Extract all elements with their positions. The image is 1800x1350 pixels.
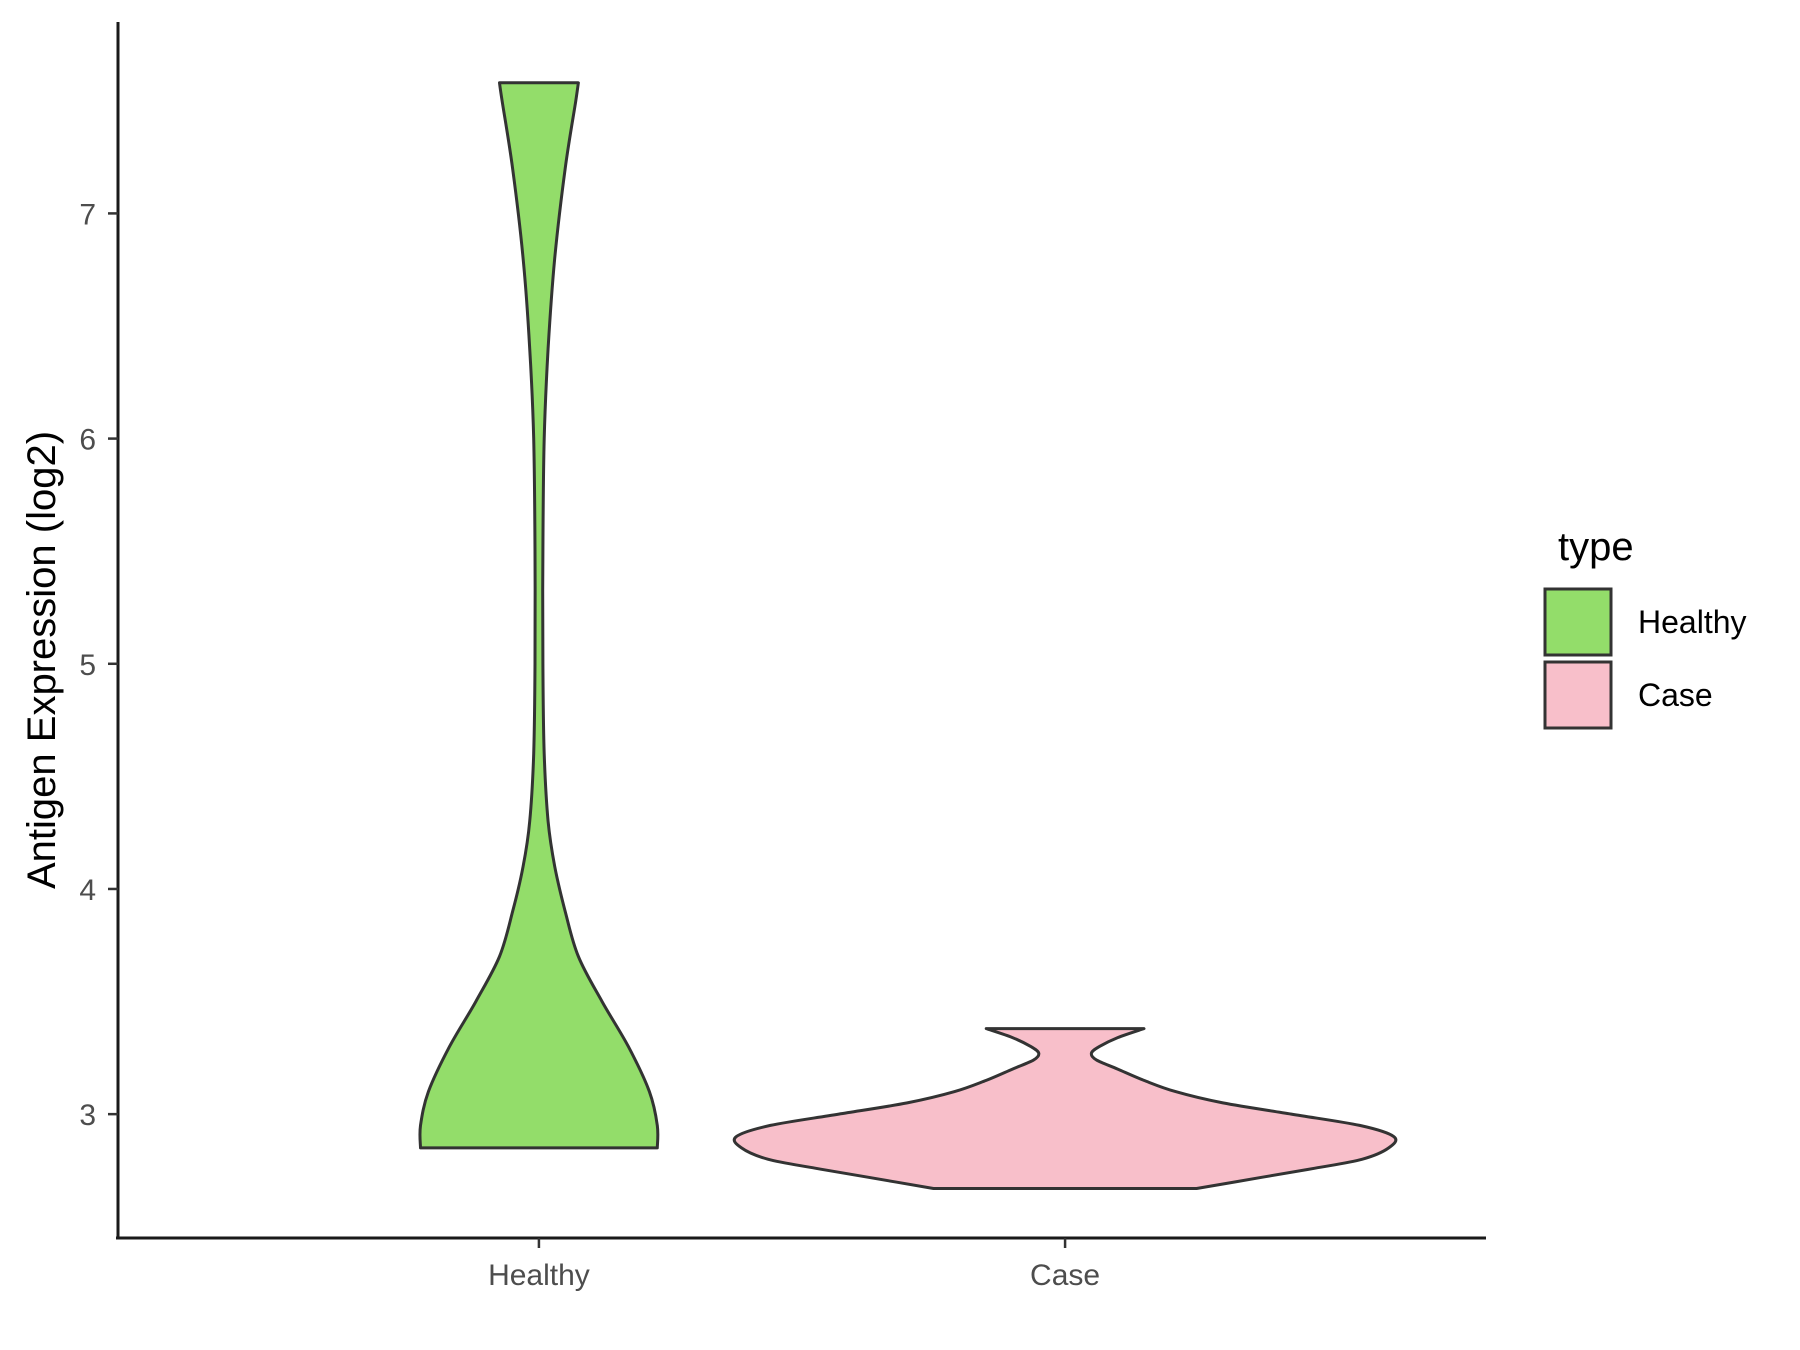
legend-label: Healthy: [1638, 604, 1747, 640]
legend-key-case: [1543, 660, 1613, 730]
y-axis-title: Antigen Expression (log2): [20, 431, 64, 889]
y-tick-group: 3 4 5 6 7: [79, 198, 118, 1132]
x-tick-label: Healthy: [488, 1259, 590, 1292]
legend-title: type: [1558, 525, 1634, 569]
y-tick-label: 6: [79, 424, 96, 457]
y-tick-label: 7: [79, 198, 96, 231]
violin-healthy: [418, 81, 660, 1150]
legend: type Healthy Case: [1543, 525, 1747, 730]
y-tick-label: 4: [79, 874, 96, 907]
legend-entries: Healthy Case: [1543, 587, 1747, 730]
x-tick-group: Healthy Case: [488, 1238, 1100, 1292]
y-tick-label: 5: [79, 649, 96, 682]
violin-case: [732, 1027, 1398, 1190]
legend-key-healthy: [1543, 587, 1613, 657]
x-tick-label: Case: [1030, 1259, 1100, 1292]
y-tick-label: 3: [79, 1099, 96, 1132]
legend-label: Case: [1638, 677, 1713, 713]
violin-layer: [418, 81, 1398, 1190]
